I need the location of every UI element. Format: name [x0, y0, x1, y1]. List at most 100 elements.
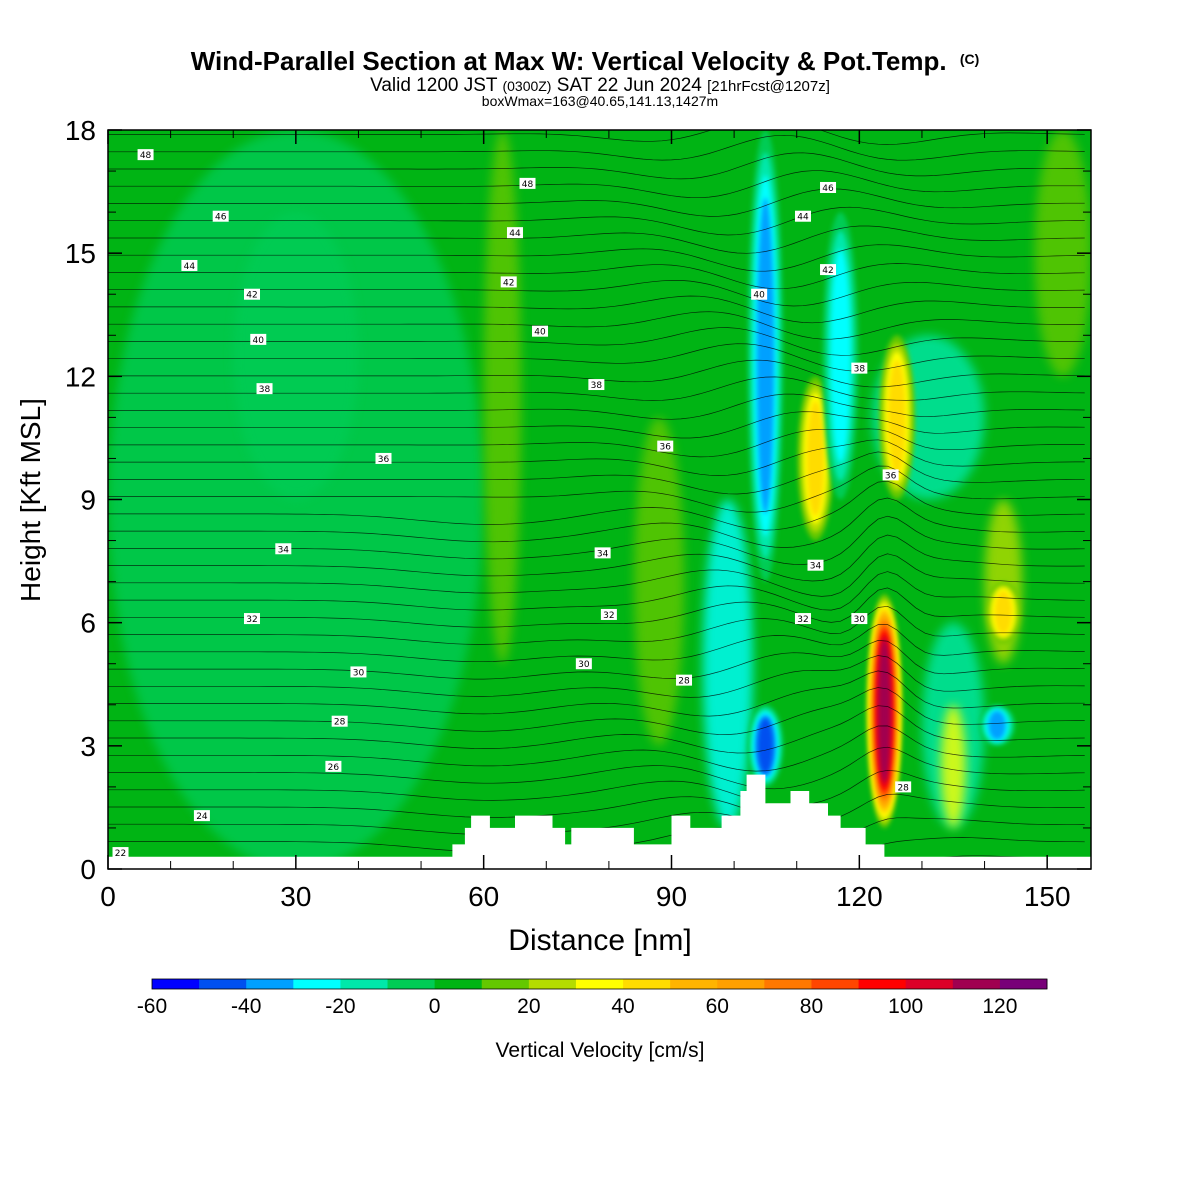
- colorbar-swatch: [293, 979, 341, 989]
- theta-label-box: [112, 847, 129, 859]
- theta-label-box: [325, 760, 342, 772]
- theta-label-box: [794, 613, 811, 625]
- theta-label-box: [820, 181, 837, 193]
- theta-label-box: [751, 288, 768, 300]
- velocity-plume: [988, 710, 1006, 740]
- theta-label: 24: [196, 812, 208, 822]
- theta-label: 46: [822, 184, 834, 194]
- colorbar-tick-label: 120: [982, 995, 1017, 1018]
- theta-label: 42: [503, 278, 514, 288]
- terrain: [108, 774, 1091, 869]
- theta-contour-line: [108, 640, 1085, 680]
- colorbar-swatch: [575, 979, 624, 989]
- colorbar-tick-label: -40: [231, 995, 261, 1018]
- colorbar-swatch: [999, 979, 1048, 989]
- y-tick-label: 9: [80, 485, 96, 516]
- y-tick-label: 15: [65, 238, 96, 269]
- colorbar-swatch: [199, 979, 247, 989]
- colorbar-tick-label: 100: [888, 995, 923, 1018]
- theta-contour-line: [108, 534, 1085, 582]
- theta-contour-line: [108, 769, 1085, 807]
- theta-label: 34: [597, 549, 609, 559]
- colorbar-swatch: [481, 979, 530, 989]
- theta-label-box: [575, 658, 592, 670]
- theta-label-box: [375, 452, 392, 464]
- theta-label-box: [676, 674, 693, 686]
- theta-label-box: [820, 264, 837, 276]
- velocity-band: [702, 499, 753, 828]
- x-tick-label: 150: [1024, 881, 1071, 912]
- velocity-plume: [878, 639, 891, 783]
- colorbar-label: Vertical Velocity [cm/s]: [496, 1039, 705, 1062]
- theta-contour-line: [108, 670, 1085, 717]
- theta-label-box: [500, 276, 517, 288]
- theta-label: 38: [259, 385, 271, 395]
- theta-label: 22: [115, 849, 126, 859]
- theta-label: 44: [509, 229, 521, 239]
- theta-label-box: [600, 608, 617, 620]
- colorbar-swatch: [152, 979, 200, 989]
- theta-label-box: [807, 559, 824, 571]
- y-tick-label: 3: [80, 731, 96, 762]
- velocity-plume: [994, 590, 1013, 634]
- theta-contour-labels: 48 46 44 42 40 38 36 34 32 30 28 26 24 22 48 44 42 40 38 36…: [112, 149, 912, 859]
- plot-area: 48 46 44 42 40 38 36 34 32 30 28 26 24 22 48 44 42 40 38 36…: [108, 130, 1091, 869]
- velocity-band: [483, 130, 522, 664]
- colorbar-swatch: [340, 979, 389, 989]
- colorbar-swatch: [387, 979, 436, 989]
- theta-contour-line: [108, 705, 1085, 754]
- theta-label: 30: [578, 660, 590, 670]
- velocity-plume: [888, 359, 906, 475]
- theta-label: 44: [797, 213, 809, 223]
- theta-label: 34: [810, 562, 822, 572]
- theta-label-box: [275, 543, 292, 555]
- forecast-hour: [21hrFcst@1207z]: [707, 78, 830, 95]
- theta-label-box: [244, 613, 261, 625]
- theta-label: 40: [753, 291, 765, 301]
- theta-contour-line: [108, 587, 1085, 628]
- colorbar-tick-label: -60: [137, 995, 167, 1018]
- colorbar-tick-label: 80: [800, 995, 823, 1018]
- colorbar-tick-label: 60: [706, 995, 729, 1018]
- theta-label-box: [137, 149, 154, 161]
- colorbar-swatch: [434, 979, 483, 989]
- theta-label-box: [331, 715, 348, 727]
- velocity-band: [940, 704, 966, 828]
- colorbar-swatch: [528, 979, 577, 989]
- theta-contour-line: [108, 497, 1085, 548]
- colorbar-tick-label: 20: [517, 995, 540, 1018]
- theta-contour-line: [108, 225, 1085, 254]
- theta-label-box: [895, 781, 912, 793]
- colorbar-swatch: [764, 979, 812, 989]
- theta-label: 36: [885, 471, 897, 481]
- colorbar-swatch: [623, 979, 671, 989]
- theta-label-box: [851, 362, 868, 374]
- colorbar-swatch: [717, 979, 765, 989]
- theta-contour-line: [108, 439, 1085, 476]
- theta-contour-line: [108, 480, 1085, 531]
- theta-contour-line: [108, 451, 1085, 495]
- colorbar-tick-label: 40: [611, 995, 634, 1018]
- theta-label: 48: [522, 180, 534, 190]
- colorbar-swatch: [905, 979, 954, 989]
- theta-label-box: [181, 259, 198, 271]
- theta-label: 40: [253, 336, 265, 346]
- theta-label: 36: [660, 443, 672, 453]
- theta-contour-line: [108, 130, 1085, 145]
- valid-utc: (0300Z): [502, 78, 551, 94]
- theta-contour-line: [108, 134, 1085, 161]
- theta-contour-line: [108, 343, 1085, 372]
- title-mark: (C): [960, 51, 979, 67]
- theta-contour-line: [108, 605, 1085, 645]
- x-tick-label: 120: [836, 881, 883, 912]
- theta-contour-line: [108, 327, 1085, 356]
- colorbar-tick-label: -20: [325, 995, 355, 1018]
- theta-contour-line: [108, 746, 1085, 790]
- theta-label: 42: [246, 291, 257, 301]
- colorbar-swatch: [811, 979, 860, 989]
- theta-label-box: [506, 227, 523, 239]
- theta-label: 28: [678, 677, 690, 687]
- theta-label: 34: [278, 545, 290, 555]
